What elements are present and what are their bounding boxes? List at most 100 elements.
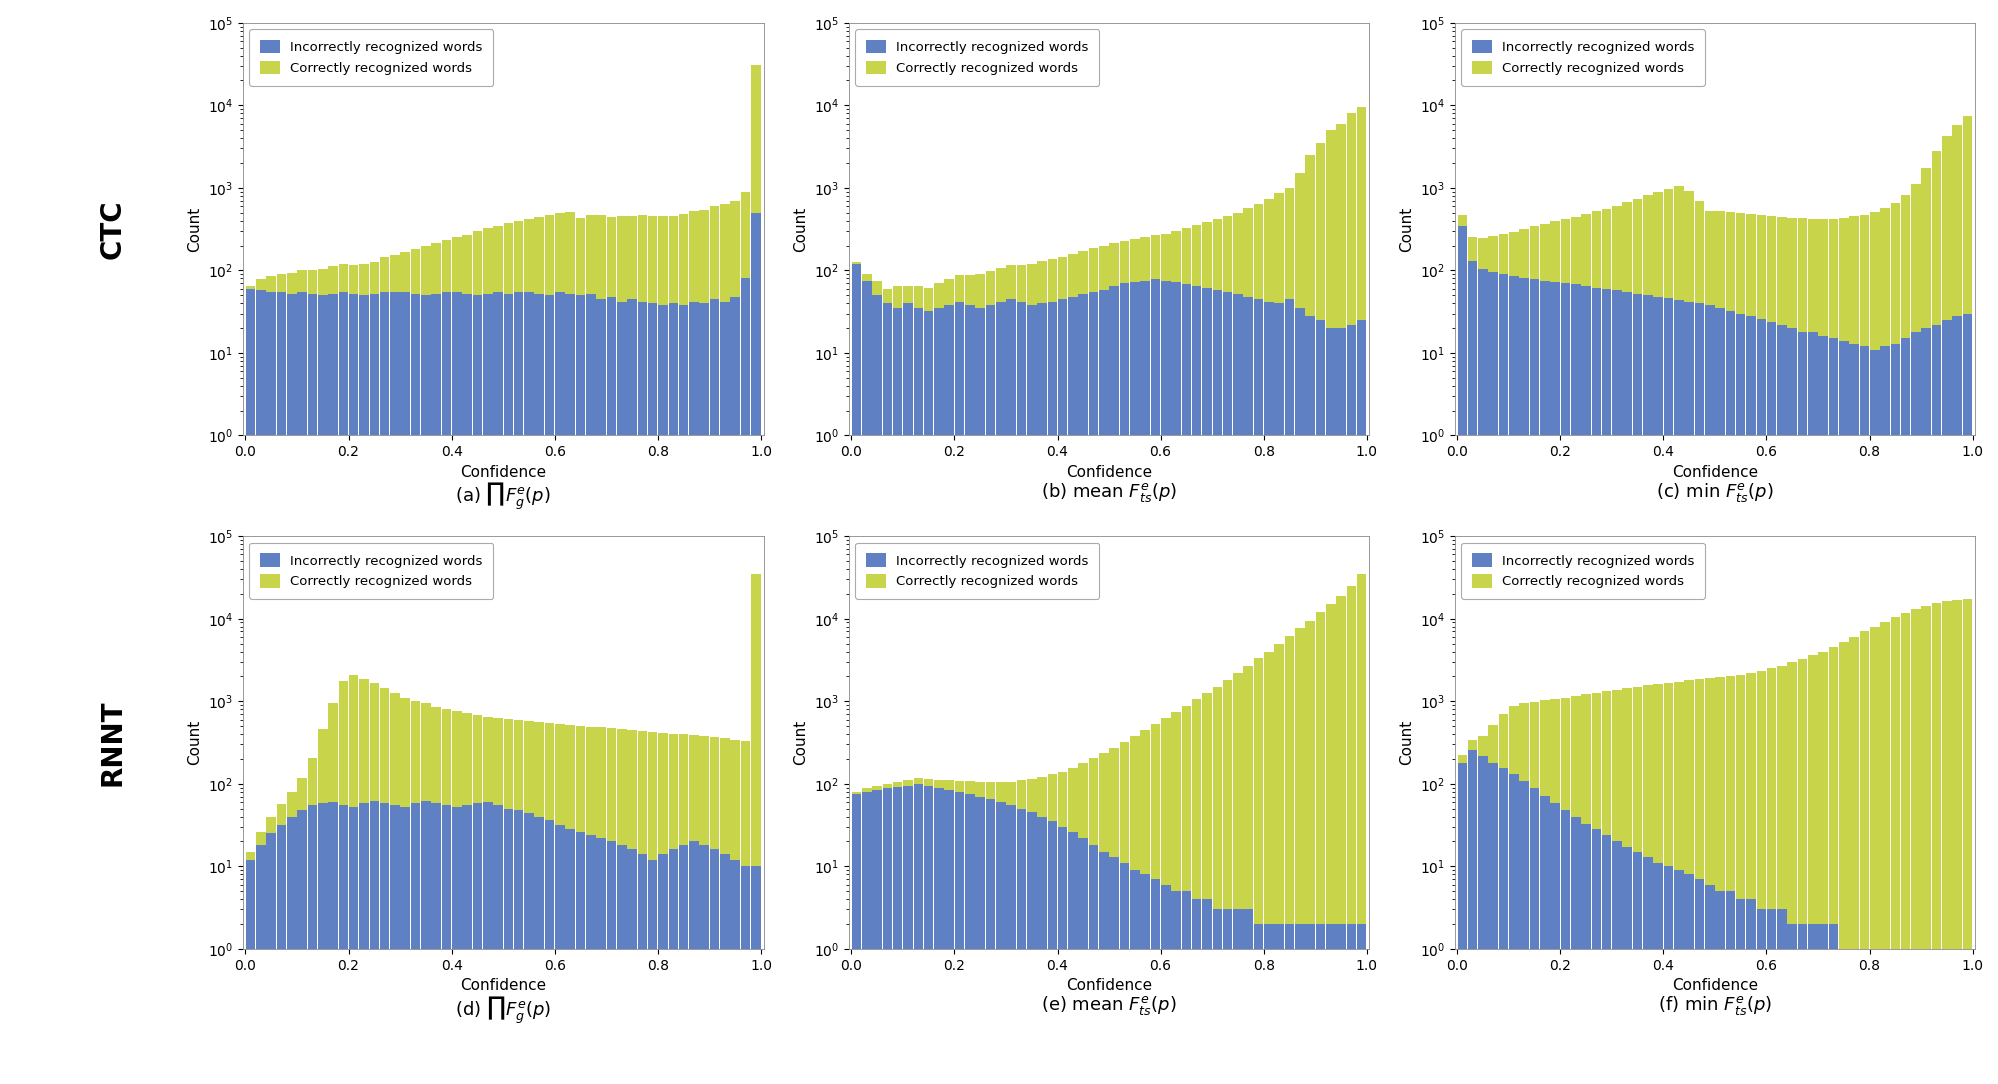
Bar	[545, 723, 553, 821]
Bar	[318, 269, 328, 295]
Bar	[1109, 748, 1119, 857]
Bar	[1724, 311, 1734, 1084]
Bar	[985, 782, 995, 799]
Bar	[1213, 909, 1221, 1084]
Bar	[390, 693, 400, 805]
Bar	[1868, 349, 1878, 1084]
Bar	[1243, 297, 1253, 1084]
Bar	[709, 850, 719, 1084]
Bar	[484, 802, 492, 1084]
Bar	[1806, 219, 1816, 332]
Bar	[1357, 924, 1367, 1084]
Bar	[647, 732, 657, 860]
Bar	[995, 301, 1005, 1084]
Bar	[318, 803, 328, 1084]
Bar	[575, 725, 585, 833]
Bar	[422, 801, 430, 1084]
Bar	[689, 211, 699, 301]
Bar	[1900, 195, 1910, 338]
Bar	[1838, 340, 1848, 1084]
Bar	[1858, 632, 1868, 948]
Bar	[1550, 803, 1558, 1084]
Bar	[545, 295, 553, 1084]
Bar	[442, 805, 452, 1084]
Bar	[503, 809, 513, 1084]
Bar	[883, 784, 891, 788]
Bar	[1325, 924, 1335, 1084]
Bar	[913, 778, 923, 785]
Bar	[1457, 763, 1467, 1084]
Bar	[1858, 215, 1868, 347]
Bar	[1818, 924, 1826, 1084]
Bar	[1305, 620, 1315, 924]
Bar	[883, 788, 891, 1084]
Bar	[1806, 332, 1816, 1084]
Bar	[1285, 924, 1293, 1084]
Bar	[893, 286, 901, 308]
Bar	[605, 841, 615, 1084]
Bar	[328, 267, 338, 294]
Bar	[1622, 292, 1630, 1084]
Bar	[647, 860, 657, 1084]
Bar	[328, 802, 338, 1084]
Bar	[1570, 816, 1580, 1084]
Bar	[627, 731, 637, 850]
Bar	[1099, 289, 1109, 1084]
Bar	[1129, 282, 1139, 1084]
Bar	[1017, 809, 1025, 1084]
Bar	[965, 275, 975, 305]
Bar	[1201, 287, 1211, 1084]
Bar	[1560, 810, 1570, 1084]
Bar	[883, 288, 891, 304]
Bar	[679, 846, 687, 1084]
Bar	[1109, 857, 1119, 1084]
Bar	[1233, 212, 1243, 294]
Bar	[1151, 724, 1159, 879]
Bar	[1295, 924, 1305, 1084]
Bar	[1139, 875, 1149, 1084]
Bar	[360, 679, 368, 803]
Bar	[1746, 673, 1754, 899]
Bar	[861, 274, 871, 281]
Bar	[1079, 251, 1087, 294]
Bar	[1047, 822, 1057, 1084]
Bar	[965, 795, 975, 1084]
Bar	[380, 257, 390, 292]
Bar	[689, 841, 699, 1084]
Bar	[1880, 347, 1888, 1084]
Bar	[1746, 215, 1754, 317]
Bar	[1253, 299, 1263, 1084]
Bar	[1652, 192, 1662, 297]
Bar	[432, 803, 442, 1084]
Bar	[442, 292, 452, 1084]
Bar	[370, 262, 380, 294]
Text: (a) $\prod F_g^e(p)$: (a) $\prod F_g^e(p)$	[456, 481, 551, 513]
Bar	[390, 805, 400, 1084]
Bar	[1590, 287, 1600, 1084]
Bar	[1632, 687, 1642, 852]
Bar	[1632, 852, 1642, 1084]
Bar	[276, 804, 286, 825]
Bar	[1900, 338, 1910, 1084]
X-axis label: Confidence: Confidence	[1065, 978, 1151, 993]
Bar	[513, 292, 523, 1084]
Bar	[565, 829, 575, 1084]
Bar	[595, 727, 605, 838]
Bar	[1253, 658, 1263, 924]
Bar	[1930, 604, 1940, 948]
Bar	[637, 854, 647, 1084]
Text: (c) min $F_{ts}^e(p)$: (c) min $F_{ts}^e(p)$	[1654, 481, 1772, 504]
Bar	[422, 704, 430, 801]
Bar	[1161, 281, 1171, 1084]
Bar	[709, 299, 719, 1084]
Bar	[1171, 712, 1181, 891]
Bar	[1477, 237, 1487, 269]
Bar	[318, 730, 328, 803]
Bar	[913, 308, 923, 1084]
X-axis label: Confidence: Confidence	[460, 978, 545, 993]
Bar	[298, 270, 308, 292]
Bar	[360, 803, 368, 1084]
Bar	[1508, 276, 1518, 1084]
Bar	[1828, 647, 1838, 924]
Bar	[657, 216, 667, 305]
